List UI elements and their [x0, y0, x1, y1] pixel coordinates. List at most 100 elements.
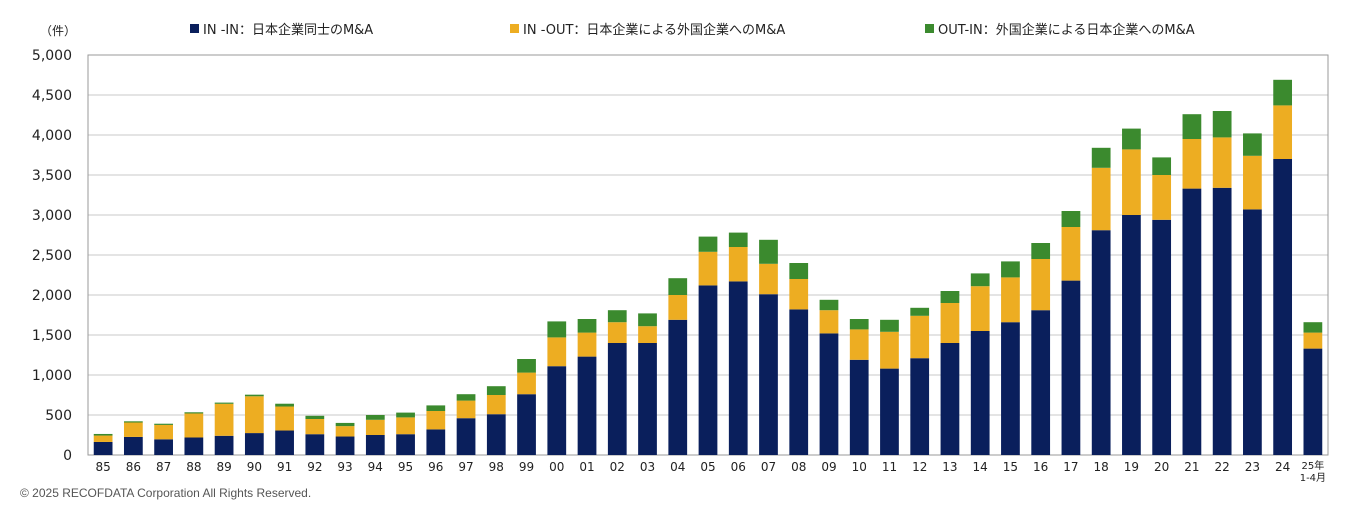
- bar-segment-in-in: [547, 366, 567, 455]
- bar-segment-in-out: [456, 400, 476, 419]
- bar-segment-out-in: [93, 433, 113, 436]
- bar-segment-in-out: [607, 322, 627, 343]
- bar-segment-in-out: [819, 310, 839, 334]
- bar-segment-out-in: [426, 405, 446, 411]
- bar-segment-in-in: [910, 358, 930, 455]
- x-tick-label: 04: [670, 460, 685, 474]
- bar-segment-out-in: [123, 421, 143, 423]
- bar-segment-in-in: [214, 435, 234, 455]
- x-tick-label: 15: [1003, 460, 1018, 474]
- x-tick-label: 90: [247, 460, 262, 474]
- legend-swatch-out-in: [925, 24, 934, 33]
- x-tick-label: 89: [216, 460, 231, 474]
- bar-segment-in-in: [940, 343, 960, 455]
- bar-segment-out-in: [1152, 157, 1172, 175]
- bar-segment-out-in: [728, 232, 748, 247]
- bar-segment-out-in: [698, 236, 718, 252]
- bar-segment-in-out: [1031, 259, 1051, 311]
- x-tick-label: 07: [761, 460, 776, 474]
- x-tick-label: 21: [1184, 460, 1199, 474]
- bar-segment-in-in: [668, 319, 688, 455]
- bar-segment-in-out: [910, 315, 930, 359]
- x-tick-label: 92: [307, 460, 322, 474]
- x-tick-label: 03: [640, 460, 655, 474]
- bar-segment-out-in: [668, 278, 688, 295]
- legend-item-in-out: IN -OUT：日本企業による外国企業へのM&A: [510, 19, 785, 38]
- bar-segment-out-in: [789, 263, 809, 279]
- bar-segment-out-in: [577, 319, 597, 333]
- y-tick-label: 2,500: [32, 248, 72, 264]
- bar-segment-in-out: [880, 331, 899, 369]
- legend-label-in-in: IN -IN：日本企業同士のM&A: [203, 23, 374, 38]
- x-tick-label: 02: [610, 460, 625, 474]
- bar-segment-in-in: [335, 436, 355, 455]
- bar-segment-out-in: [1273, 79, 1293, 106]
- x-tick-label: 08: [791, 460, 806, 474]
- bar-segment-in-in: [880, 368, 899, 455]
- bar-segment-out-in: [396, 412, 415, 418]
- bar-segment-out-in: [1182, 114, 1202, 139]
- bar-segment-in-out: [396, 417, 415, 435]
- bar-segment-out-in: [335, 422, 355, 427]
- chart-legend: IN -IN：日本企業同士のM&A IN -OUT：日本企業による外国企業へのM…: [0, 19, 1359, 39]
- bar-segment-in-in: [184, 437, 204, 455]
- y-tick-label: 5,000: [32, 48, 72, 64]
- bar-segment-out-in: [154, 423, 173, 425]
- bar-segment-in-out: [638, 326, 657, 343]
- bar-segment-in-in: [456, 418, 476, 455]
- bar-segment-out-in: [1212, 111, 1232, 138]
- bar-segment-in-in: [396, 434, 415, 455]
- x-tick-label: 97: [458, 460, 473, 474]
- bar-segment-in-in: [819, 333, 839, 455]
- bar-segment-in-in: [638, 343, 657, 455]
- x-tick-label: 98: [489, 460, 504, 474]
- bar-segment-in-in: [275, 430, 294, 455]
- bar-segment-in-out: [1001, 277, 1020, 323]
- bar-segment-in-out: [426, 411, 446, 430]
- bar-segment-out-in: [940, 291, 960, 303]
- bar-segment-in-out: [1212, 137, 1232, 188]
- bar-segment-in-out: [335, 426, 355, 437]
- y-axis-unit-label: （件）: [40, 24, 77, 38]
- y-tick-label: 3,500: [32, 168, 72, 184]
- x-tick-label: 23: [1245, 460, 1260, 474]
- x-tick-label: 19: [1124, 460, 1139, 474]
- bar-segment-out-in: [456, 394, 476, 401]
- bar-segment-in-in: [486, 414, 506, 455]
- bar-segment-in-in: [1273, 159, 1293, 455]
- x-tick-label: 96: [428, 460, 443, 474]
- legend-label-in-out: IN -OUT：日本企業による外国企業へのM&A: [523, 23, 786, 38]
- x-tick-label: 24: [1275, 460, 1290, 474]
- bar-segment-in-in: [1122, 215, 1141, 455]
- bar-segment-in-out: [728, 247, 748, 282]
- bar-segment-in-out: [789, 279, 809, 310]
- bar-segment-in-out: [305, 419, 325, 435]
- x-tick-label: 14: [973, 460, 988, 474]
- y-tick-label: 1,500: [32, 328, 72, 344]
- bar-segment-in-out: [1122, 149, 1141, 215]
- bar-segment-in-in: [1001, 322, 1020, 455]
- legend-swatch-in-out: [510, 24, 519, 33]
- bar-segment-in-out: [1152, 175, 1172, 220]
- bar-segment-in-in: [1061, 280, 1081, 455]
- x-tick-label: 20: [1154, 460, 1169, 474]
- bar-segment-in-in: [93, 441, 113, 455]
- x-tick-label-line: 25年: [1302, 459, 1325, 472]
- x-tick-label: 85: [95, 460, 110, 474]
- bar-segment-in-out: [1091, 167, 1111, 231]
- x-tick-label: 87: [156, 460, 171, 474]
- bar-segment-in-out: [547, 337, 567, 367]
- bar-segment-out-in: [1122, 128, 1141, 150]
- bar-segment-out-in: [214, 402, 234, 404]
- x-tick-label: 12: [912, 460, 927, 474]
- bar-segment-in-in: [970, 331, 990, 455]
- bar-segment-in-in: [1031, 310, 1051, 455]
- bar-segment-in-in: [426, 429, 446, 455]
- y-tick-label: 500: [45, 408, 72, 424]
- x-tick-label: 95: [398, 460, 413, 474]
- bar-segment-in-in: [1243, 209, 1262, 455]
- bar-segment-out-in: [184, 412, 204, 414]
- bar-segment-in-out: [970, 286, 990, 331]
- bar-segment-out-in: [1031, 243, 1051, 259]
